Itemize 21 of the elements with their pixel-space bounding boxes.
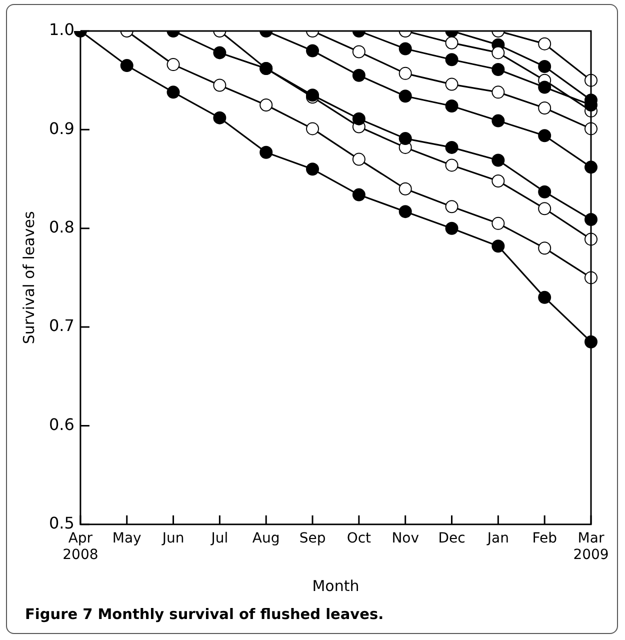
- x-tick-label: Jan: [486, 530, 509, 546]
- x-tick-label: Jun: [161, 530, 184, 546]
- y-tick-label: 0.8: [48, 218, 74, 237]
- x-tick-label: Apr 2008: [62, 530, 98, 564]
- x-tick-label: Jul: [210, 530, 228, 546]
- x-tick-label: Dec: [438, 530, 466, 546]
- x-tick-label: May: [112, 530, 142, 546]
- x-tick-label: Sep: [299, 530, 326, 546]
- y-tick-label: 0.6: [48, 414, 74, 434]
- x-tick-label: Feb: [532, 530, 558, 546]
- caption: Figure 7 Monthly survival of flushed leaves.: [25, 607, 384, 623]
- x-tick-label: Nov: [392, 530, 420, 546]
- y-axis-title: Survival of leaves: [20, 211, 38, 344]
- x-axis-title: Month: [312, 576, 360, 595]
- y-tick-label: 0.5: [48, 514, 74, 533]
- y-tick-label: 0.7: [48, 316, 74, 336]
- x-tick-label: Oct: [346, 530, 372, 546]
- x-tick-label: Aug: [252, 530, 280, 546]
- y-tick-label: 1.0: [48, 20, 74, 40]
- y-tick-label: 0.9: [48, 118, 74, 138]
- x-tick-label: Mar 2009: [573, 530, 609, 564]
